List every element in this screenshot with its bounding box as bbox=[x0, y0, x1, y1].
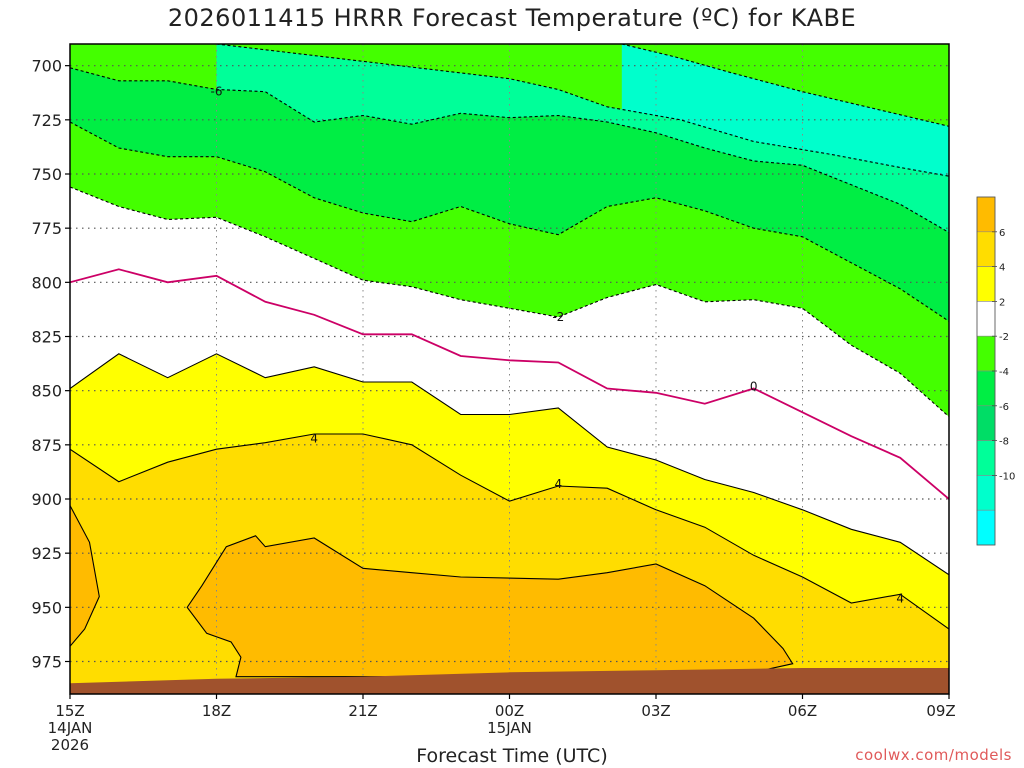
x-tick-label-6-0: 21Z bbox=[348, 702, 377, 720]
y-tick-label-800: 800 bbox=[31, 273, 62, 292]
colorbar-swatch-1 bbox=[976, 231, 996, 267]
colorbar-swatch-4 bbox=[976, 335, 996, 372]
x-tick-label-9-0: 00Z bbox=[495, 702, 524, 720]
contour-line-2 bbox=[70, 67, 949, 233]
colorbar-swatch-2 bbox=[976, 266, 996, 302]
contour-line-1 bbox=[216, 44, 949, 177]
y-tick-label-750: 750 bbox=[31, 165, 62, 184]
colorbar-label-4: -2 bbox=[999, 332, 1009, 343]
y-tick-label-775: 775 bbox=[31, 219, 62, 238]
colorbar-label-7: -8 bbox=[999, 437, 1009, 448]
colorbar-swatch-8 bbox=[976, 475, 996, 511]
x-tick-label-0-0: 15Z bbox=[55, 702, 84, 720]
contour-label-2: 0 bbox=[750, 379, 758, 393]
contour-label-3: 4 bbox=[310, 431, 318, 445]
contour-label-5: 4 bbox=[896, 592, 904, 606]
colorbar-label-1: 6 bbox=[999, 228, 1005, 239]
credit-text: coolwx.com/models bbox=[855, 746, 1012, 764]
y-tick-label-975: 975 bbox=[31, 653, 62, 672]
x-tick-label-9-1: 15JAN bbox=[487, 719, 532, 737]
contour-line-5 bbox=[70, 268, 949, 500]
colorbar-swatch-9 bbox=[976, 509, 996, 546]
colorbar-label-8: -10 bbox=[999, 471, 1015, 482]
x-axis-label: Forecast Time (UTC) bbox=[416, 745, 608, 767]
y-tick-label-900: 900 bbox=[31, 490, 62, 509]
contour-label-0: -6 bbox=[211, 85, 223, 99]
colorbar-swatch-3 bbox=[976, 301, 996, 337]
contour-line-8 bbox=[186, 535, 794, 678]
x-tick-label-12-0: 03Z bbox=[641, 702, 670, 720]
y-tick-label-725: 725 bbox=[31, 111, 62, 130]
ground-fill bbox=[70, 668, 949, 694]
contour-line-9 bbox=[70, 505, 100, 648]
contour-line-6 bbox=[70, 353, 949, 576]
colorbar-swatch-0 bbox=[976, 196, 996, 233]
colorbar-frame bbox=[976, 196, 996, 546]
contour-label-4: 4 bbox=[555, 477, 563, 491]
colorbar-swatch-5 bbox=[976, 370, 996, 407]
colorbar-label-3: 2 bbox=[999, 297, 1005, 308]
y-tick-label-850: 850 bbox=[31, 382, 62, 401]
y-tick-label-950: 950 bbox=[31, 598, 62, 617]
x-tick-label-18-0: 09Z bbox=[926, 702, 955, 720]
x-tick-label-15-0: 06Z bbox=[788, 702, 817, 720]
colorbar-label-2: 4 bbox=[999, 263, 1005, 274]
y-tick-label-700: 700 bbox=[31, 57, 62, 76]
x-tick-label-3-0: 18Z bbox=[202, 702, 231, 720]
colorbar-label-6: -6 bbox=[999, 402, 1009, 413]
colorbar-label-5: -4 bbox=[999, 367, 1009, 378]
fill-region-8 bbox=[187, 535, 793, 677]
contour-line-7 bbox=[70, 433, 949, 630]
colorbar-swatch-6 bbox=[976, 405, 996, 441]
contour-line-0 bbox=[621, 44, 949, 127]
y-tick-label-925: 925 bbox=[31, 544, 62, 563]
y-tick-label-825: 825 bbox=[31, 328, 62, 347]
fill-region-9 bbox=[70, 505, 100, 647]
contour-label-1: -2 bbox=[552, 310, 564, 324]
x-tick-label-0-2: 2026 bbox=[51, 736, 89, 754]
colorbar-swatch-7 bbox=[976, 440, 996, 476]
y-tick-label-875: 875 bbox=[31, 436, 62, 455]
chart-title: 2026011415 HRRR Forecast Temperature (ºC… bbox=[167, 4, 857, 32]
contour-line-3 bbox=[70, 121, 949, 322]
x-tick-label-0-1: 14JAN bbox=[48, 719, 93, 737]
